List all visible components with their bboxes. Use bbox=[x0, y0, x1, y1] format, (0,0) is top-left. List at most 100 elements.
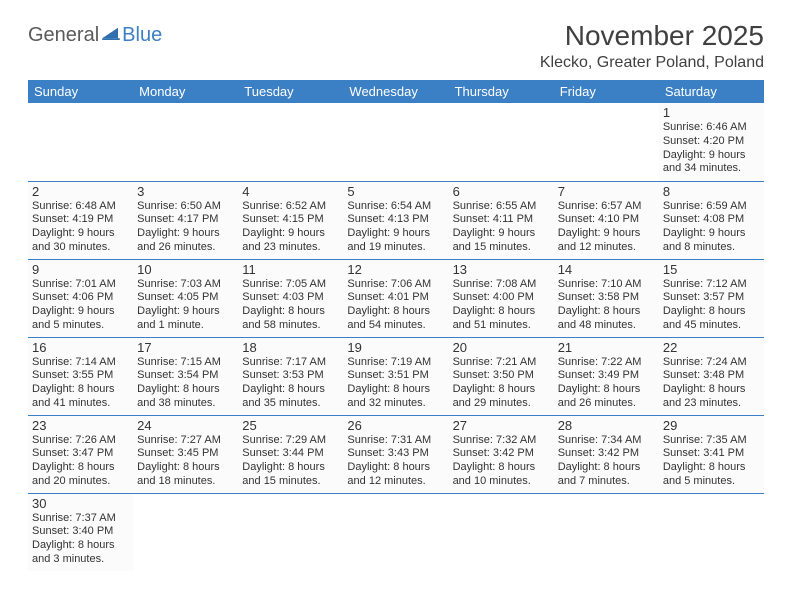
calendar-day-cell bbox=[449, 493, 554, 571]
day-detail: Daylight: 8 hours bbox=[558, 461, 655, 475]
day-detail: Sunset: 3:44 PM bbox=[242, 447, 339, 461]
day-detail: and 29 minutes. bbox=[453, 397, 550, 411]
day-detail: Sunset: 3:53 PM bbox=[242, 369, 339, 383]
calendar-day-cell: 11Sunrise: 7:05 AMSunset: 4:03 PMDayligh… bbox=[238, 259, 343, 337]
day-detail: Daylight: 8 hours bbox=[453, 305, 550, 319]
day-detail: Daylight: 9 hours bbox=[32, 305, 129, 319]
day-detail: Sunrise: 6:52 AM bbox=[242, 200, 339, 214]
calendar-day-cell: 25Sunrise: 7:29 AMSunset: 3:44 PMDayligh… bbox=[238, 415, 343, 493]
calendar-day-cell: 26Sunrise: 7:31 AMSunset: 3:43 PMDayligh… bbox=[343, 415, 448, 493]
day-detail: Daylight: 9 hours bbox=[663, 149, 760, 163]
day-number: 22 bbox=[663, 340, 760, 355]
calendar-week-row: 2Sunrise: 6:48 AMSunset: 4:19 PMDaylight… bbox=[28, 181, 764, 259]
day-detail: Sunset: 3:54 PM bbox=[137, 369, 234, 383]
day-detail: Sunrise: 7:03 AM bbox=[137, 278, 234, 292]
weekday-header: Tuesday bbox=[238, 80, 343, 103]
day-detail: and 23 minutes. bbox=[663, 397, 760, 411]
day-number: 27 bbox=[453, 418, 550, 433]
day-number: 18 bbox=[242, 340, 339, 355]
day-number: 19 bbox=[347, 340, 444, 355]
calendar-day-cell: 30Sunrise: 7:37 AMSunset: 3:40 PMDayligh… bbox=[28, 493, 133, 571]
day-detail: Sunrise: 7:29 AM bbox=[242, 434, 339, 448]
day-detail: Daylight: 8 hours bbox=[242, 383, 339, 397]
day-detail: Daylight: 8 hours bbox=[347, 461, 444, 475]
day-number: 9 bbox=[32, 262, 129, 277]
day-number: 14 bbox=[558, 262, 655, 277]
sail-icon bbox=[102, 26, 120, 40]
day-number: 11 bbox=[242, 262, 339, 277]
calendar-day-cell: 5Sunrise: 6:54 AMSunset: 4:13 PMDaylight… bbox=[343, 181, 448, 259]
logo-text-general: General bbox=[28, 24, 99, 47]
day-detail: Sunset: 3:47 PM bbox=[32, 447, 129, 461]
calendar-day-cell bbox=[28, 103, 133, 181]
day-number: 3 bbox=[137, 184, 234, 199]
day-detail: Sunset: 3:42 PM bbox=[453, 447, 550, 461]
day-detail: Sunrise: 7:10 AM bbox=[558, 278, 655, 292]
calendar-day-cell: 10Sunrise: 7:03 AMSunset: 4:05 PMDayligh… bbox=[133, 259, 238, 337]
day-number: 8 bbox=[663, 184, 760, 199]
weekday-header: Monday bbox=[133, 80, 238, 103]
day-detail: Sunrise: 7:32 AM bbox=[453, 434, 550, 448]
day-detail: Sunset: 3:55 PM bbox=[32, 369, 129, 383]
calendar-day-cell: 17Sunrise: 7:15 AMSunset: 3:54 PMDayligh… bbox=[133, 337, 238, 415]
day-detail: Daylight: 9 hours bbox=[347, 227, 444, 241]
day-number: 26 bbox=[347, 418, 444, 433]
day-detail: Daylight: 9 hours bbox=[137, 305, 234, 319]
calendar-day-cell bbox=[343, 493, 448, 571]
calendar-day-cell: 28Sunrise: 7:34 AMSunset: 3:42 PMDayligh… bbox=[554, 415, 659, 493]
calendar-day-cell bbox=[238, 103, 343, 181]
day-detail: Daylight: 8 hours bbox=[347, 305, 444, 319]
day-detail: Sunrise: 6:46 AM bbox=[663, 121, 760, 135]
day-detail: Sunrise: 7:27 AM bbox=[137, 434, 234, 448]
calendar-table: SundayMondayTuesdayWednesdayThursdayFrid… bbox=[28, 80, 764, 571]
day-detail: Daylight: 8 hours bbox=[242, 461, 339, 475]
day-detail: and 45 minutes. bbox=[663, 319, 760, 333]
day-number: 23 bbox=[32, 418, 129, 433]
day-detail: Sunset: 3:43 PM bbox=[347, 447, 444, 461]
page-title: November 2025 bbox=[540, 20, 764, 52]
day-detail: and 20 minutes. bbox=[32, 475, 129, 489]
day-detail: Sunrise: 7:15 AM bbox=[137, 356, 234, 370]
calendar-day-cell: 7Sunrise: 6:57 AMSunset: 4:10 PMDaylight… bbox=[554, 181, 659, 259]
day-detail: and 18 minutes. bbox=[137, 475, 234, 489]
calendar-day-cell bbox=[554, 103, 659, 181]
calendar-day-cell: 18Sunrise: 7:17 AMSunset: 3:53 PMDayligh… bbox=[238, 337, 343, 415]
calendar-day-cell: 16Sunrise: 7:14 AMSunset: 3:55 PMDayligh… bbox=[28, 337, 133, 415]
calendar-week-row: 1Sunrise: 6:46 AMSunset: 4:20 PMDaylight… bbox=[28, 103, 764, 181]
day-detail: Daylight: 8 hours bbox=[242, 305, 339, 319]
day-detail: and 19 minutes. bbox=[347, 241, 444, 255]
day-detail: Sunset: 4:03 PM bbox=[242, 291, 339, 305]
calendar-day-cell: 20Sunrise: 7:21 AMSunset: 3:50 PMDayligh… bbox=[449, 337, 554, 415]
weekday-header: Thursday bbox=[449, 80, 554, 103]
day-number: 1 bbox=[663, 105, 760, 120]
day-detail: and 35 minutes. bbox=[242, 397, 339, 411]
day-number: 13 bbox=[453, 262, 550, 277]
day-detail: and 48 minutes. bbox=[558, 319, 655, 333]
day-detail: and 5 minutes. bbox=[32, 319, 129, 333]
day-detail: and 41 minutes. bbox=[32, 397, 129, 411]
logo-text-blue: Blue bbox=[122, 24, 162, 47]
day-detail: Sunrise: 7:24 AM bbox=[663, 356, 760, 370]
calendar-week-row: 16Sunrise: 7:14 AMSunset: 3:55 PMDayligh… bbox=[28, 337, 764, 415]
logo: General Blue bbox=[28, 24, 162, 47]
day-detail: Sunset: 4:13 PM bbox=[347, 213, 444, 227]
calendar-day-cell: 27Sunrise: 7:32 AMSunset: 3:42 PMDayligh… bbox=[449, 415, 554, 493]
day-detail: Sunrise: 6:48 AM bbox=[32, 200, 129, 214]
day-number: 7 bbox=[558, 184, 655, 199]
day-detail: and 8 minutes. bbox=[663, 241, 760, 255]
day-number: 6 bbox=[453, 184, 550, 199]
day-detail: Sunset: 3:48 PM bbox=[663, 369, 760, 383]
day-detail: and 15 minutes. bbox=[453, 241, 550, 255]
day-detail: Daylight: 8 hours bbox=[558, 383, 655, 397]
day-detail: Sunset: 3:49 PM bbox=[558, 369, 655, 383]
day-detail: and 12 minutes. bbox=[558, 241, 655, 255]
day-detail: Sunset: 4:05 PM bbox=[137, 291, 234, 305]
day-detail: and 30 minutes. bbox=[32, 241, 129, 255]
calendar-day-cell: 15Sunrise: 7:12 AMSunset: 3:57 PMDayligh… bbox=[659, 259, 764, 337]
day-detail: Sunset: 4:01 PM bbox=[347, 291, 444, 305]
calendar-day-cell: 23Sunrise: 7:26 AMSunset: 3:47 PMDayligh… bbox=[28, 415, 133, 493]
calendar-day-cell bbox=[133, 103, 238, 181]
day-detail: Sunrise: 7:34 AM bbox=[558, 434, 655, 448]
weekday-header: Sunday bbox=[28, 80, 133, 103]
day-detail: Sunset: 3:50 PM bbox=[453, 369, 550, 383]
